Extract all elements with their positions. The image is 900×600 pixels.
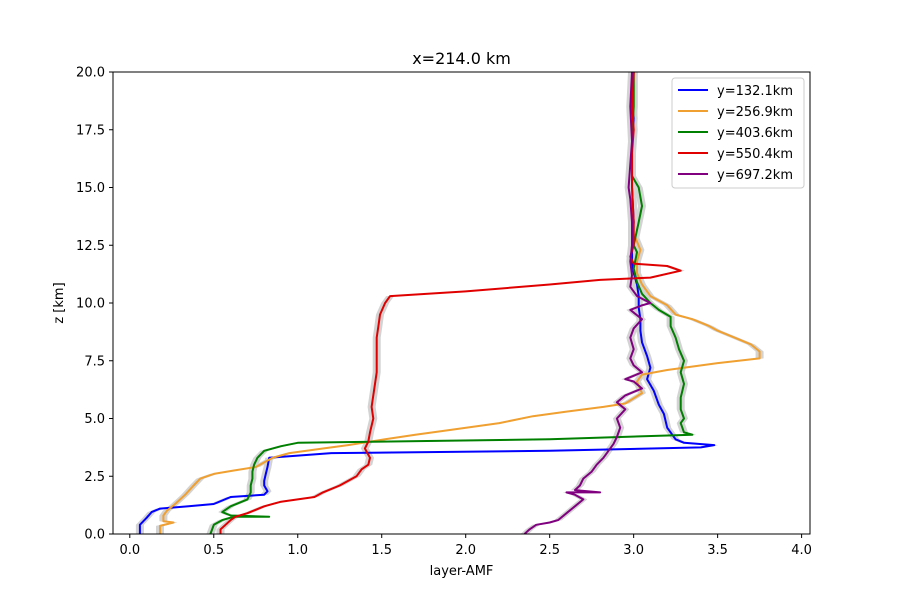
legend-item: y=132.1km bbox=[678, 84, 793, 99]
y-tick-label: 15.0 bbox=[76, 181, 105, 196]
legend-item: y=550.4km bbox=[678, 147, 793, 162]
x-tick-label: 3.5 bbox=[707, 543, 728, 558]
legend-label: y=697.2km bbox=[717, 168, 793, 183]
legend-item: y=256.9km bbox=[678, 105, 793, 120]
series-line-4 bbox=[219, 72, 682, 534]
y-tick-label: 10.0 bbox=[76, 297, 105, 312]
x-tick-label: 1.5 bbox=[371, 543, 392, 558]
series-lines bbox=[138, 72, 761, 534]
legend-label: y=550.4km bbox=[717, 147, 793, 162]
legend-label: y=403.6km bbox=[717, 126, 793, 141]
x-axis: 0.0 0.5 1.0 1.5 2.0 2.5 3.0 3.5 4.0 bbox=[119, 534, 812, 558]
series-line-3 bbox=[209, 72, 694, 534]
x-axis-label: layer-AMF bbox=[430, 564, 494, 579]
x-tick-label: 2.5 bbox=[539, 543, 560, 558]
y-tick-label: 17.5 bbox=[76, 123, 105, 138]
y-axis: 0.0 2.5 5.0 7.5 10.0 12.5 15.0 17.5 20.0 bbox=[76, 66, 113, 543]
legend: y=132.1km y=256.9km y=403.6km y=550.4km y=69… bbox=[671, 77, 805, 189]
chart-title: x=214.0 km bbox=[412, 49, 511, 68]
y-tick-label: 5.0 bbox=[84, 412, 105, 427]
x-tick-label: 2.0 bbox=[455, 543, 476, 558]
x-tick-label: 1.0 bbox=[287, 543, 308, 558]
legend-item: y=403.6km bbox=[678, 126, 793, 141]
y-tick-label: 2.5 bbox=[84, 470, 105, 485]
legend-box bbox=[671, 77, 805, 189]
y-axis-label: z [km] bbox=[52, 282, 67, 323]
y-tick-label: 0.0 bbox=[84, 528, 105, 543]
x-tick-label: 3.0 bbox=[623, 543, 644, 558]
y-tick-label: 20.0 bbox=[76, 66, 105, 81]
y-tick-label: 7.5 bbox=[84, 354, 105, 369]
x-tick-label: 0.5 bbox=[203, 543, 224, 558]
legend-item: y=697.2km bbox=[678, 168, 793, 183]
series-line-2 bbox=[159, 72, 761, 534]
x-tick-label: 0.0 bbox=[119, 543, 140, 558]
y-tick-label: 12.5 bbox=[76, 239, 105, 254]
x-tick-label: 4.0 bbox=[791, 543, 812, 558]
series-line-5 bbox=[523, 72, 652, 534]
legend-label: y=256.9km bbox=[717, 105, 793, 120]
legend-label: y=132.1km bbox=[717, 84, 793, 99]
plot-area bbox=[135, 72, 764, 534]
